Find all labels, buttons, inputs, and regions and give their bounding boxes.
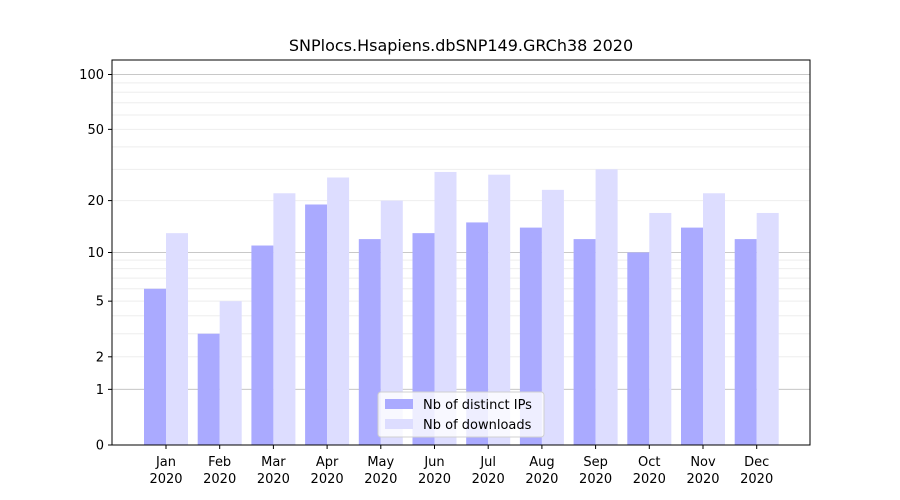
bar-distinct-ips bbox=[466, 222, 489, 445]
x-tick-label-year: 2020 bbox=[579, 472, 612, 487]
y-tick-label: 100 bbox=[79, 68, 104, 83]
bar-distinct-ips bbox=[573, 239, 596, 445]
bar-distinct-ips bbox=[358, 239, 381, 445]
y-tick-label: 20 bbox=[87, 194, 104, 209]
bar-downloads bbox=[380, 200, 403, 445]
x-tick-label-year: 2020 bbox=[418, 472, 451, 487]
y-tick-label: 0 bbox=[96, 439, 104, 454]
bar-downloads bbox=[541, 189, 564, 445]
x-tick-label-month: Sep bbox=[583, 455, 608, 470]
x-tick-label-year: 2020 bbox=[203, 472, 236, 487]
x-tick-label-month: Jul bbox=[479, 455, 496, 470]
bar-downloads bbox=[756, 212, 779, 445]
bar-downloads bbox=[273, 193, 296, 445]
x-tick-label-month: May bbox=[367, 455, 394, 470]
bar-distinct-ips bbox=[144, 288, 166, 445]
bar-downloads bbox=[434, 171, 457, 445]
legend: Nb of distinct IPs Nb of downloads bbox=[377, 391, 545, 438]
bar-distinct-ips bbox=[197, 333, 220, 445]
y-tick-label: 10 bbox=[87, 246, 104, 261]
bars bbox=[144, 169, 779, 446]
y-tick-label: 1 bbox=[96, 383, 104, 398]
x-tick-label-year: 2020 bbox=[686, 472, 719, 487]
bar-downloads bbox=[219, 301, 242, 445]
x-tick-label-month: Apr bbox=[316, 455, 339, 470]
x-tick-label-month: Nov bbox=[690, 455, 716, 470]
axes: 0 1 2 5 10 20 50 100 Jan 2020 Feb 2020 Mar 2020 Apr 202… bbox=[79, 59, 811, 487]
chart-title: SNPlocs.Hsapiens.dbSNP149.GRCh38 2020 bbox=[289, 36, 633, 55]
bar-downloads bbox=[166, 233, 188, 445]
bar-distinct-ips bbox=[251, 245, 274, 445]
bar-distinct-ips bbox=[627, 252, 650, 445]
legend-label: Nb of downloads bbox=[423, 418, 532, 433]
x-tick-label-year: 2020 bbox=[740, 472, 773, 487]
legend-swatch bbox=[385, 419, 413, 429]
bar-downloads bbox=[595, 169, 618, 445]
bar-distinct-ips bbox=[734, 239, 757, 445]
y-tick-label: 2 bbox=[96, 350, 104, 365]
bar-distinct-ips bbox=[305, 204, 328, 445]
x-tick-label-month: Jan bbox=[155, 455, 176, 470]
x-tick-label-year: 2020 bbox=[311, 472, 344, 487]
x-tick-label-year: 2020 bbox=[257, 472, 290, 487]
x-tick-label-month: Dec bbox=[744, 455, 769, 470]
y-tick-label: 50 bbox=[87, 123, 104, 138]
x-tick-label-month: Aug bbox=[529, 455, 554, 470]
bar-distinct-ips bbox=[681, 227, 703, 445]
legend-box bbox=[377, 391, 545, 438]
bar-distinct-ips bbox=[519, 227, 542, 445]
x-tick-label-month: Feb bbox=[208, 455, 231, 470]
legend-swatch bbox=[385, 399, 413, 409]
x-tick-label-month: Mar bbox=[261, 455, 286, 470]
x-tick-label-year: 2020 bbox=[525, 472, 558, 487]
bar-downloads bbox=[327, 177, 350, 445]
y-tick-label: 5 bbox=[96, 295, 104, 310]
x-tick-label-year: 2020 bbox=[633, 472, 666, 487]
x-tick-label-month: Jun bbox=[423, 455, 444, 470]
bar-downloads bbox=[703, 193, 725, 445]
grid-lines bbox=[112, 74, 810, 390]
bar-downloads bbox=[488, 174, 511, 446]
x-tick-label-year: 2020 bbox=[472, 472, 505, 487]
x-tick-label-year: 2020 bbox=[149, 472, 182, 487]
x-tick-label-year: 2020 bbox=[364, 472, 397, 487]
x-tick-label-month: Oct bbox=[638, 455, 660, 470]
legend-label: Nb of distinct IPs bbox=[423, 398, 532, 413]
bar-downloads bbox=[649, 212, 672, 445]
